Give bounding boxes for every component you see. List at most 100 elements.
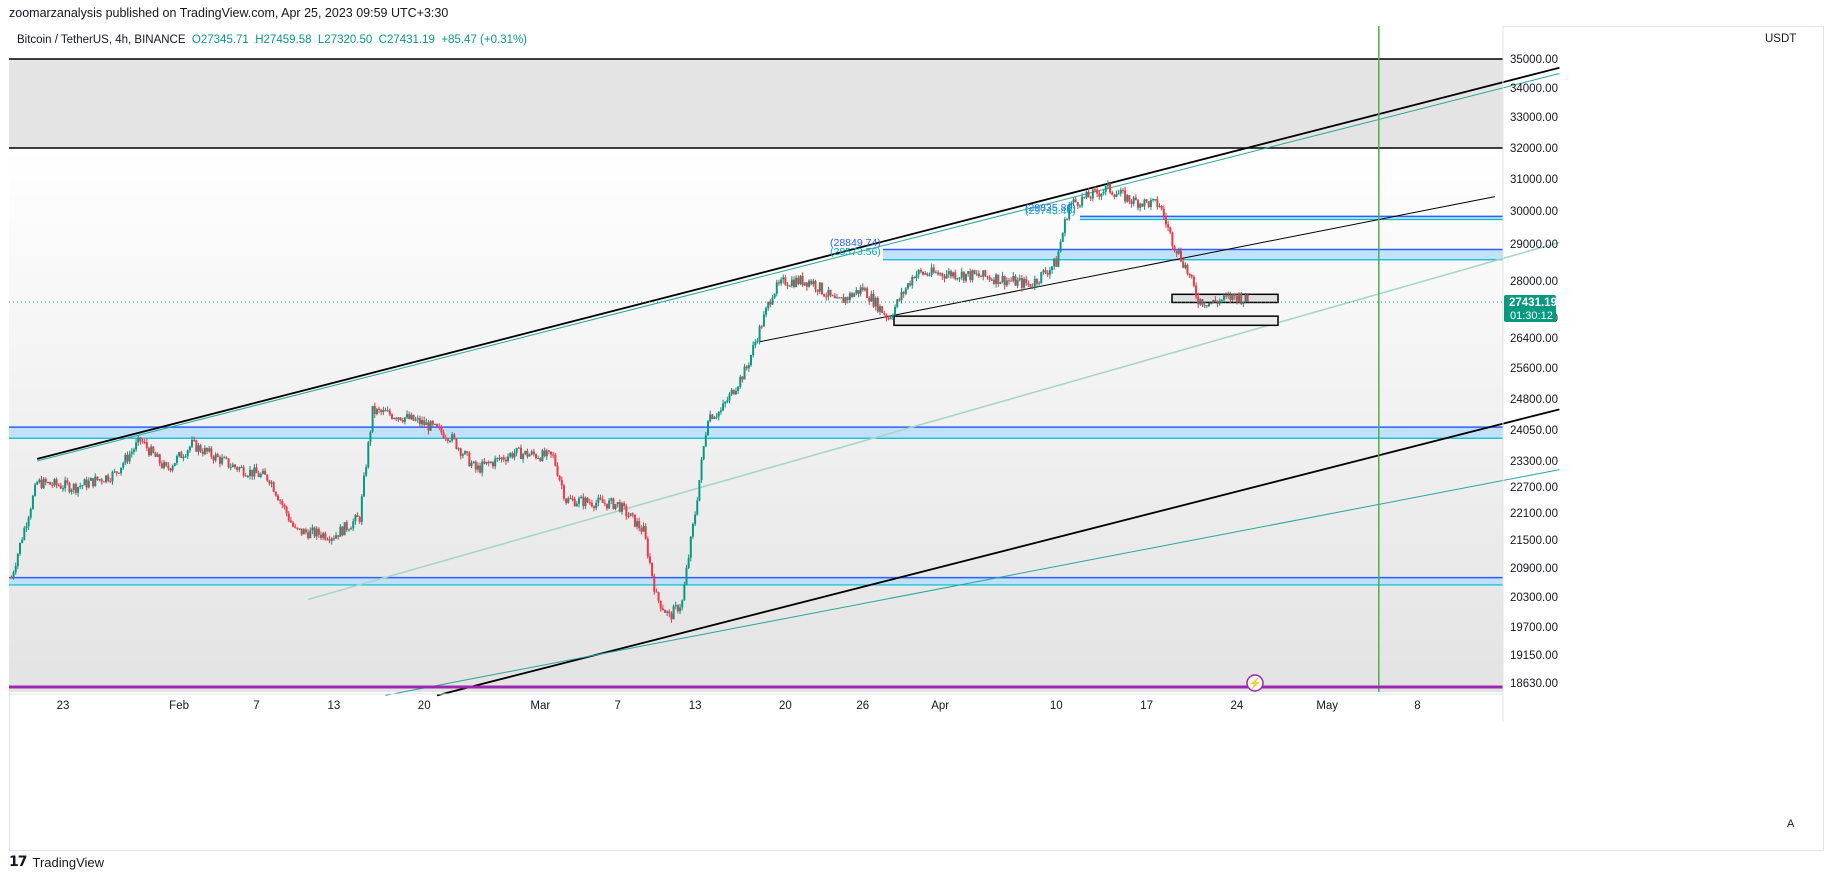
candle-body (1124, 190, 1127, 202)
candle-body (709, 414, 712, 422)
candle-body (827, 289, 830, 297)
candle-body (14, 565, 17, 573)
symbol-title[interactable]: Bitcoin / TetherUS, 4h, BINANCE (17, 34, 186, 46)
candle-body (72, 483, 75, 490)
candle-body (941, 273, 944, 277)
candle-body (1130, 201, 1133, 204)
candle-body (287, 513, 290, 521)
candle-body (281, 501, 284, 505)
candle-body (874, 297, 877, 307)
candle-body (573, 499, 576, 507)
candle-body (687, 557, 690, 568)
candle-body (1197, 296, 1200, 305)
candle-body (1005, 280, 1008, 286)
candle-body (502, 457, 505, 460)
candle-body (863, 288, 866, 291)
candle-body (160, 463, 163, 468)
candle-body (775, 282, 778, 294)
candle-body (279, 500, 282, 502)
candle-body (231, 464, 234, 468)
candle-body (694, 514, 697, 525)
candle-body (930, 267, 933, 275)
candle-body (685, 567, 688, 585)
candle-body (511, 453, 514, 458)
candle-body (1117, 193, 1120, 195)
candle-body (636, 521, 639, 527)
candle-body (1057, 251, 1060, 267)
candle-body (801, 275, 804, 286)
candle-body (429, 421, 432, 431)
candle-body (915, 274, 918, 279)
y-tick-label: 31000.00 (1510, 174, 1558, 186)
candle-body (249, 469, 252, 477)
y-tick-label: 22700.00 (1510, 482, 1558, 494)
candle-body (1091, 189, 1094, 199)
candle-body (758, 326, 761, 341)
candle-body (225, 457, 228, 459)
candle-body (38, 479, 41, 483)
candle-body (85, 479, 88, 488)
candle-body (1018, 278, 1021, 280)
candle-body (969, 271, 972, 281)
candle-body (1147, 201, 1150, 207)
candle-body (726, 400, 729, 402)
candle-body (793, 279, 795, 287)
candle-body (881, 306, 884, 313)
candle-body (98, 479, 101, 481)
candle-body (300, 528, 303, 535)
candle-body (1192, 276, 1195, 286)
candle-body (408, 414, 411, 419)
candle-body (960, 271, 963, 278)
candle-body (633, 514, 636, 527)
candle-body (754, 341, 757, 346)
candle-body (648, 556, 651, 563)
candle-body (952, 272, 955, 277)
candle-body (326, 539, 329, 541)
candle-body (644, 526, 647, 539)
candle-body (605, 503, 608, 509)
candle-body (1085, 191, 1088, 198)
candle-body (556, 465, 559, 476)
candle-body (1132, 197, 1135, 204)
candle-body (870, 293, 873, 302)
price-annotation-1: (28573.56) (830, 246, 881, 258)
candle-body (977, 273, 980, 277)
candle-body (468, 452, 471, 467)
candle-body (107, 475, 110, 481)
candle-body (812, 281, 815, 285)
x-tick-label: 8 (1414, 700, 1420, 712)
candle-body (386, 410, 389, 412)
candle-body (980, 276, 983, 278)
candle-body (423, 420, 426, 426)
auto-scale-button[interactable]: A (1787, 818, 1795, 830)
price-annotation-0: (28849.74) (830, 237, 881, 249)
candle-body (347, 529, 350, 531)
currency-unit-label[interactable]: USDT (1765, 33, 1797, 45)
candle-body (653, 576, 656, 592)
candle-body (1096, 189, 1099, 194)
candle-body (96, 476, 99, 480)
candle-body (593, 506, 596, 508)
candle-body (825, 296, 828, 298)
candle-body (866, 288, 869, 299)
candle-body (476, 465, 479, 470)
candle-body (545, 450, 548, 457)
upper-channel-teal (37, 73, 1560, 462)
candle-body (375, 408, 378, 414)
candle-body (1003, 275, 1006, 286)
candle-body (894, 306, 897, 316)
candle-body (352, 521, 355, 529)
candle-body (201, 451, 204, 455)
candle-body (152, 446, 155, 453)
candle-body (814, 281, 817, 290)
y-tick-label: 23300.00 (1510, 456, 1558, 468)
candle-body (535, 454, 537, 459)
candle-body (1173, 246, 1176, 251)
candle-body (997, 274, 1000, 284)
candle-body (777, 282, 780, 284)
x-tick-label: 20 (779, 700, 792, 712)
candle-body (479, 465, 482, 473)
candle-body (158, 454, 161, 464)
x-tick-label: Mar (530, 700, 550, 712)
